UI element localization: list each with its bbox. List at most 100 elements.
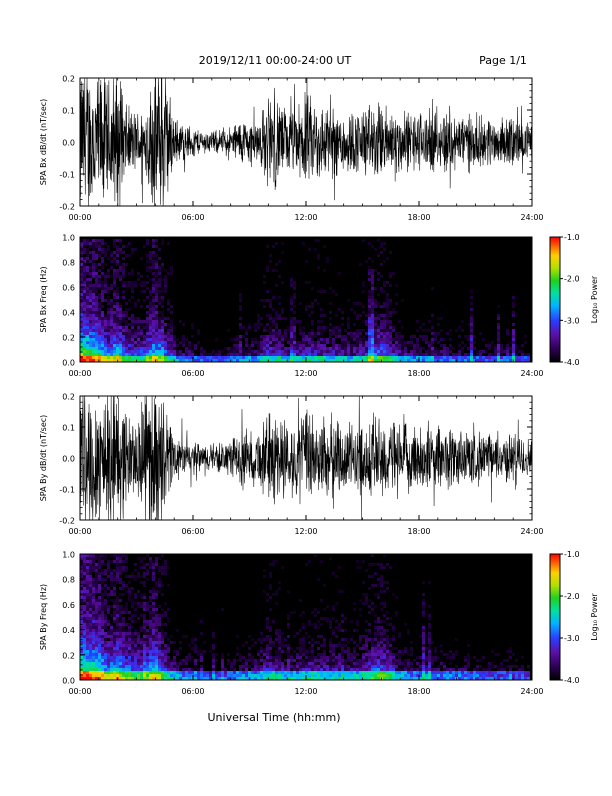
panel2-heatmap-cell xyxy=(80,356,83,359)
panel2-heatmap-cell xyxy=(83,344,86,347)
panel4-heatmap-cell xyxy=(194,650,197,653)
panel4-heatmap-cell xyxy=(323,617,326,620)
panel4-heatmap-cell xyxy=(380,653,383,656)
panel2-heatmap-cell xyxy=(275,341,278,344)
panel2-heatmap-cell xyxy=(170,320,173,323)
panel2-heatmap-cell xyxy=(128,338,131,341)
panel4-heatmap-cell xyxy=(98,635,101,638)
panel2-heatmap-cell xyxy=(446,350,449,353)
panel2-heatmap-cell xyxy=(80,239,83,242)
panel4-heatmap-cell xyxy=(272,641,275,644)
panel4-heatmap-cell xyxy=(428,656,431,659)
panel4-heatmap-cell xyxy=(467,665,470,668)
panel2-heatmap-cell xyxy=(410,338,413,341)
panel2-heatmap-cell xyxy=(191,323,194,326)
panel2-heatmap-cell xyxy=(134,317,137,320)
panel4-heatmap-cell xyxy=(143,614,146,617)
panel4-heatmap-cell xyxy=(164,659,167,662)
panel4-heatmap-cell xyxy=(440,644,443,647)
panel4-heatmap-cell xyxy=(83,587,86,590)
panel2-heatmap-cell xyxy=(275,242,278,245)
panel2-heatmap-cell xyxy=(158,269,161,272)
panel4-heatmap-cell xyxy=(365,653,368,656)
panel2-heatmap-cell xyxy=(80,353,83,356)
panel4-heatmap-cell xyxy=(452,656,455,659)
panel4-heatmap-cell xyxy=(263,665,266,668)
panel2-heatmap-cell xyxy=(149,329,152,332)
panel4-heatmap-cell xyxy=(227,659,230,662)
panel2-heatmap-cell xyxy=(386,311,389,314)
panel4-heatmap-cell xyxy=(377,671,380,674)
panel4-heatmap-cell xyxy=(422,677,425,680)
panel4-heatmap-cell xyxy=(86,599,89,602)
panel2-heatmap-cell xyxy=(170,338,173,341)
panel4-heatmap-cell xyxy=(422,605,425,608)
panel2-heatmap-cell xyxy=(341,347,344,350)
page-indicator: Page 1/1 xyxy=(479,54,527,67)
panel2-heatmap-cell xyxy=(332,353,335,356)
panel2-heatmap-cell xyxy=(257,356,260,359)
panel4-heatmap-cell xyxy=(92,650,95,653)
panel2-heatmap-cell xyxy=(134,323,137,326)
panel4-heatmap-cell xyxy=(83,581,86,584)
panel2-heatmap-cell xyxy=(356,356,359,359)
panel2-heatmap-cell xyxy=(332,290,335,293)
panel2-heatmap-cell xyxy=(107,356,110,359)
panel2-heatmap-cell xyxy=(92,341,95,344)
panel4-heatmap-cell xyxy=(389,650,392,653)
panel4-heatmap-cell xyxy=(245,677,248,680)
panel2-heatmap-cell xyxy=(149,299,152,302)
panel4-heatmap-cell xyxy=(131,644,134,647)
panel2-heatmap-cell xyxy=(239,299,242,302)
panel4-heatmap-cell xyxy=(389,617,392,620)
panel2-heatmap-cell xyxy=(365,260,368,263)
panel2-heatmap-cell xyxy=(359,338,362,341)
panel2-heatmap-cell xyxy=(290,320,293,323)
panel4-heatmap-cell xyxy=(152,614,155,617)
panel2-heatmap-cell xyxy=(131,290,134,293)
panel4-heatmap-cell xyxy=(323,668,326,671)
panel2-heatmap-cell xyxy=(290,344,293,347)
panel2-heatmap-cell xyxy=(263,326,266,329)
panel4-heatmap-cell xyxy=(113,656,116,659)
panel4-heatmap-cell xyxy=(506,665,509,668)
panel4-heatmap-cell xyxy=(392,677,395,680)
panel4-heatmap-cell xyxy=(86,671,89,674)
panel2-colorbar-tick-label: -2.0 xyxy=(564,275,580,284)
panel2-heatmap-cell xyxy=(467,338,470,341)
panel4-heatmap-cell xyxy=(311,638,314,641)
panel2-heatmap-cell xyxy=(341,353,344,356)
panel2-heatmap-cell xyxy=(152,263,155,266)
panel4-heatmap-cell xyxy=(464,671,467,674)
panel4-heatmap-cell xyxy=(509,668,512,671)
panel4-heatmap-cell xyxy=(275,560,278,563)
panel4-heatmap-cell xyxy=(203,650,206,653)
panel2-heatmap-cell xyxy=(158,326,161,329)
panel4-heatmap-cell xyxy=(503,659,506,662)
panel4-heatmap-cell xyxy=(107,620,110,623)
panel4-heatmap-cell xyxy=(314,659,317,662)
panel4-heatmap-cell xyxy=(107,656,110,659)
panel4-heatmap-cell xyxy=(143,605,146,608)
panel2-heatmap-cell xyxy=(494,350,497,353)
panel2-heatmap-cell xyxy=(296,353,299,356)
panel4-heatmap-cell xyxy=(377,620,380,623)
panel4-heatmap-cell xyxy=(158,557,161,560)
panel4-heatmap-cell xyxy=(146,620,149,623)
panel4-heatmap-cell xyxy=(95,584,98,587)
panel2-heatmap-cell xyxy=(122,245,125,248)
panel2-heatmap-cell xyxy=(80,257,83,260)
panel2-heatmap-cell xyxy=(161,239,164,242)
panel2-heatmap-cell xyxy=(146,287,149,290)
panel4-heatmap-cell xyxy=(362,656,365,659)
panel4-heatmap-cell xyxy=(134,578,137,581)
panel2-heatmap-cell xyxy=(308,248,311,251)
panel4-heatmap-cell xyxy=(494,674,497,677)
panel2-heatmap-cell xyxy=(395,344,398,347)
panel4-heatmap-cell xyxy=(101,617,104,620)
panel4-heatmap-cell xyxy=(119,608,122,611)
panel4-heatmap-cell xyxy=(98,665,101,668)
panel2-heatmap-cell xyxy=(152,281,155,284)
panel4-heatmap-cell xyxy=(374,665,377,668)
panel4-heatmap-cell xyxy=(191,671,194,674)
